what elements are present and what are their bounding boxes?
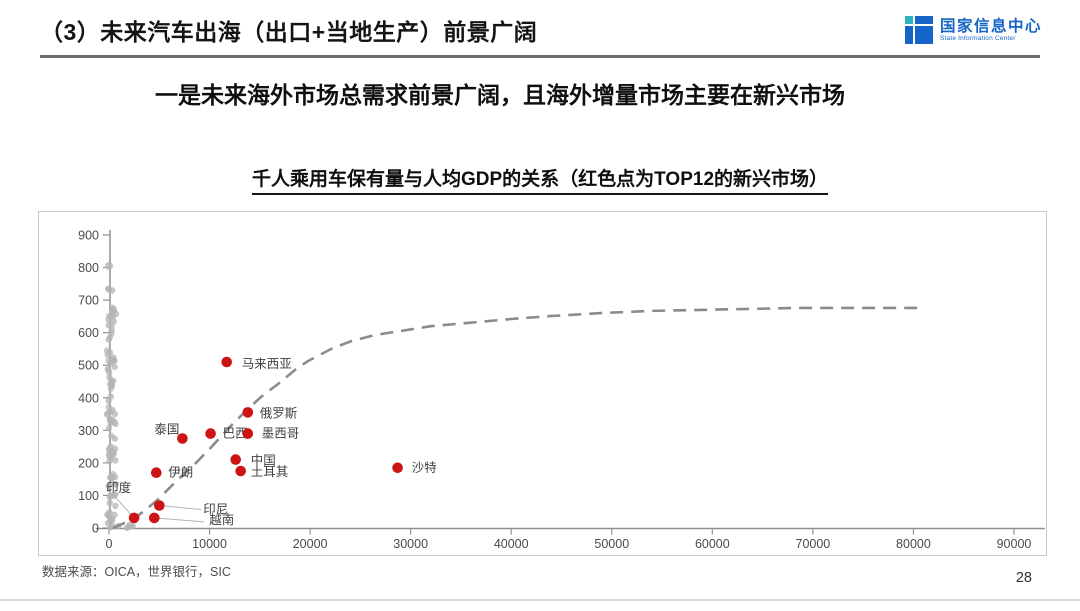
other-country-point	[107, 524, 114, 531]
other-country-point	[107, 393, 115, 400]
point-label-伊朗: 伊朗	[168, 466, 193, 480]
logo-name: 国家信息中心	[939, 17, 1042, 35]
other-country-point	[105, 357, 112, 364]
other-country-point	[109, 406, 116, 414]
point-label-越南: 越南	[209, 512, 234, 527]
point-label-印度: 印度	[106, 480, 132, 495]
x-tick-label: 40000	[494, 537, 529, 551]
point-label-印尼: 印尼	[203, 503, 228, 517]
other-country-point	[108, 382, 116, 390]
other-country-point	[105, 367, 112, 374]
point-label-俄罗斯: 俄罗斯	[260, 406, 298, 420]
other-country-point	[111, 418, 118, 426]
other-country-point	[108, 453, 116, 461]
y-tick-label: 200	[78, 456, 99, 470]
trend-curve	[112, 306, 921, 530]
other-country-point	[106, 334, 114, 341]
point-label-巴西: 巴西	[223, 427, 248, 441]
other-country-outlier-point	[105, 261, 113, 270]
y-tick-label: 900	[78, 229, 99, 243]
x-tick-label: 20000	[293, 537, 328, 551]
point-马来西亚	[221, 356, 232, 368]
other-country-point	[109, 287, 116, 294]
other-country-point	[105, 482, 112, 490]
other-country-point	[111, 445, 119, 452]
other-country-point	[105, 425, 113, 432]
other-country-point	[108, 327, 115, 334]
logo-left-bar	[904, 26, 913, 44]
other-country-point	[110, 305, 117, 312]
other-country-point	[105, 316, 112, 323]
point-土耳其	[235, 465, 246, 477]
bottom-divider	[0, 599, 1080, 601]
data-source-note: 数据来源：OICA，世界银行，SIC	[42, 565, 231, 579]
other-country-point	[109, 474, 116, 481]
other-country-point	[106, 513, 114, 521]
other-country-point	[108, 322, 115, 330]
point-label-土耳其: 土耳其	[251, 465, 289, 479]
logo-main-block	[914, 26, 933, 44]
other-country-point	[111, 363, 118, 370]
other-country-point	[103, 347, 111, 354]
point-泰国	[177, 433, 188, 444]
point-越南	[149, 512, 160, 524]
scatter-chart: 0 100 200 300 400 500 600 700 800 900 0 10000 20000 3…	[78, 229, 1045, 551]
point-沙特	[392, 462, 403, 474]
y-tick-label: 700	[78, 294, 99, 308]
x-tick-label: 80000	[896, 537, 931, 551]
other-country-point	[112, 481, 120, 488]
other-country-point	[108, 377, 115, 385]
other-country-point	[106, 493, 114, 501]
y-tick-label: 600	[78, 326, 99, 340]
point-中国	[230, 454, 241, 465]
other-country-point	[104, 410, 112, 417]
y-tick-label: 100	[78, 489, 99, 503]
x-tick-label: 50000	[594, 537, 629, 551]
x-tick-label: 0	[106, 537, 113, 551]
point-俄罗斯	[242, 407, 254, 418]
other-country-point	[108, 432, 115, 440]
point-墨西哥	[242, 428, 254, 439]
other-country-point	[112, 502, 119, 510]
y-tick-label: 0	[92, 522, 99, 536]
other-country-point	[106, 499, 113, 507]
point-印度	[128, 512, 140, 524]
y-tick-label: 300	[78, 424, 99, 438]
chart-title-wrap: 千人乘用车保有量与人均GDP的关系（红色点为TOP12的新兴市场）	[0, 164, 1080, 195]
point-巴西	[205, 428, 216, 439]
org-logo: 国家信息中心 State Information Center	[904, 16, 1042, 44]
logo-text: 国家信息中心 State Information Center	[940, 18, 1042, 43]
chart-title: 千人乘用车保有量与人均GDP的关系（红色点为TOP12的新兴市场）	[251, 164, 829, 195]
other-country-point	[110, 354, 117, 361]
chart-area: 0 100 200 300 400 500 600 700 800 900 0 10000 20000 3…	[38, 211, 1047, 556]
point-label-沙特: 沙特	[412, 460, 437, 475]
x-tick-label: 60000	[695, 537, 730, 551]
logo-teal-block	[904, 16, 913, 24]
y-tick-label: 400	[78, 391, 99, 405]
y-tick-label: 500	[78, 359, 99, 373]
point-label-中国: 中国	[251, 453, 276, 468]
page-title: （3）未来汽车出海（出口+当地生产）前景广阔	[40, 19, 538, 45]
point-label-泰国: 泰国	[154, 423, 179, 437]
x-tick-label: 70000	[796, 537, 831, 551]
title-divider	[40, 55, 1040, 58]
other-country-point	[106, 447, 113, 454]
label-connector	[159, 505, 202, 511]
y-tick-label: 800	[78, 261, 99, 275]
x-tick-label: 90000	[997, 537, 1032, 551]
x-tick-label: 10000	[192, 537, 227, 551]
state-information-center-logo-icon	[904, 16, 933, 44]
subtitle: 一是未来海外市场总需求前景广阔，且海外增量市场主要在新兴市场	[155, 82, 845, 108]
other-country-point	[123, 524, 131, 531]
point-label-马来西亚: 马来西亚	[242, 357, 292, 371]
point-伊朗	[151, 467, 162, 478]
point-印尼	[154, 500, 165, 511]
point-label-墨西哥: 墨西哥	[262, 427, 300, 441]
label-connector	[154, 517, 205, 523]
logo-top-bar	[914, 16, 933, 24]
logo-subname: State Information Center	[939, 34, 1016, 42]
page-number: 28	[1015, 570, 1032, 586]
x-tick-label: 30000	[393, 537, 428, 551]
